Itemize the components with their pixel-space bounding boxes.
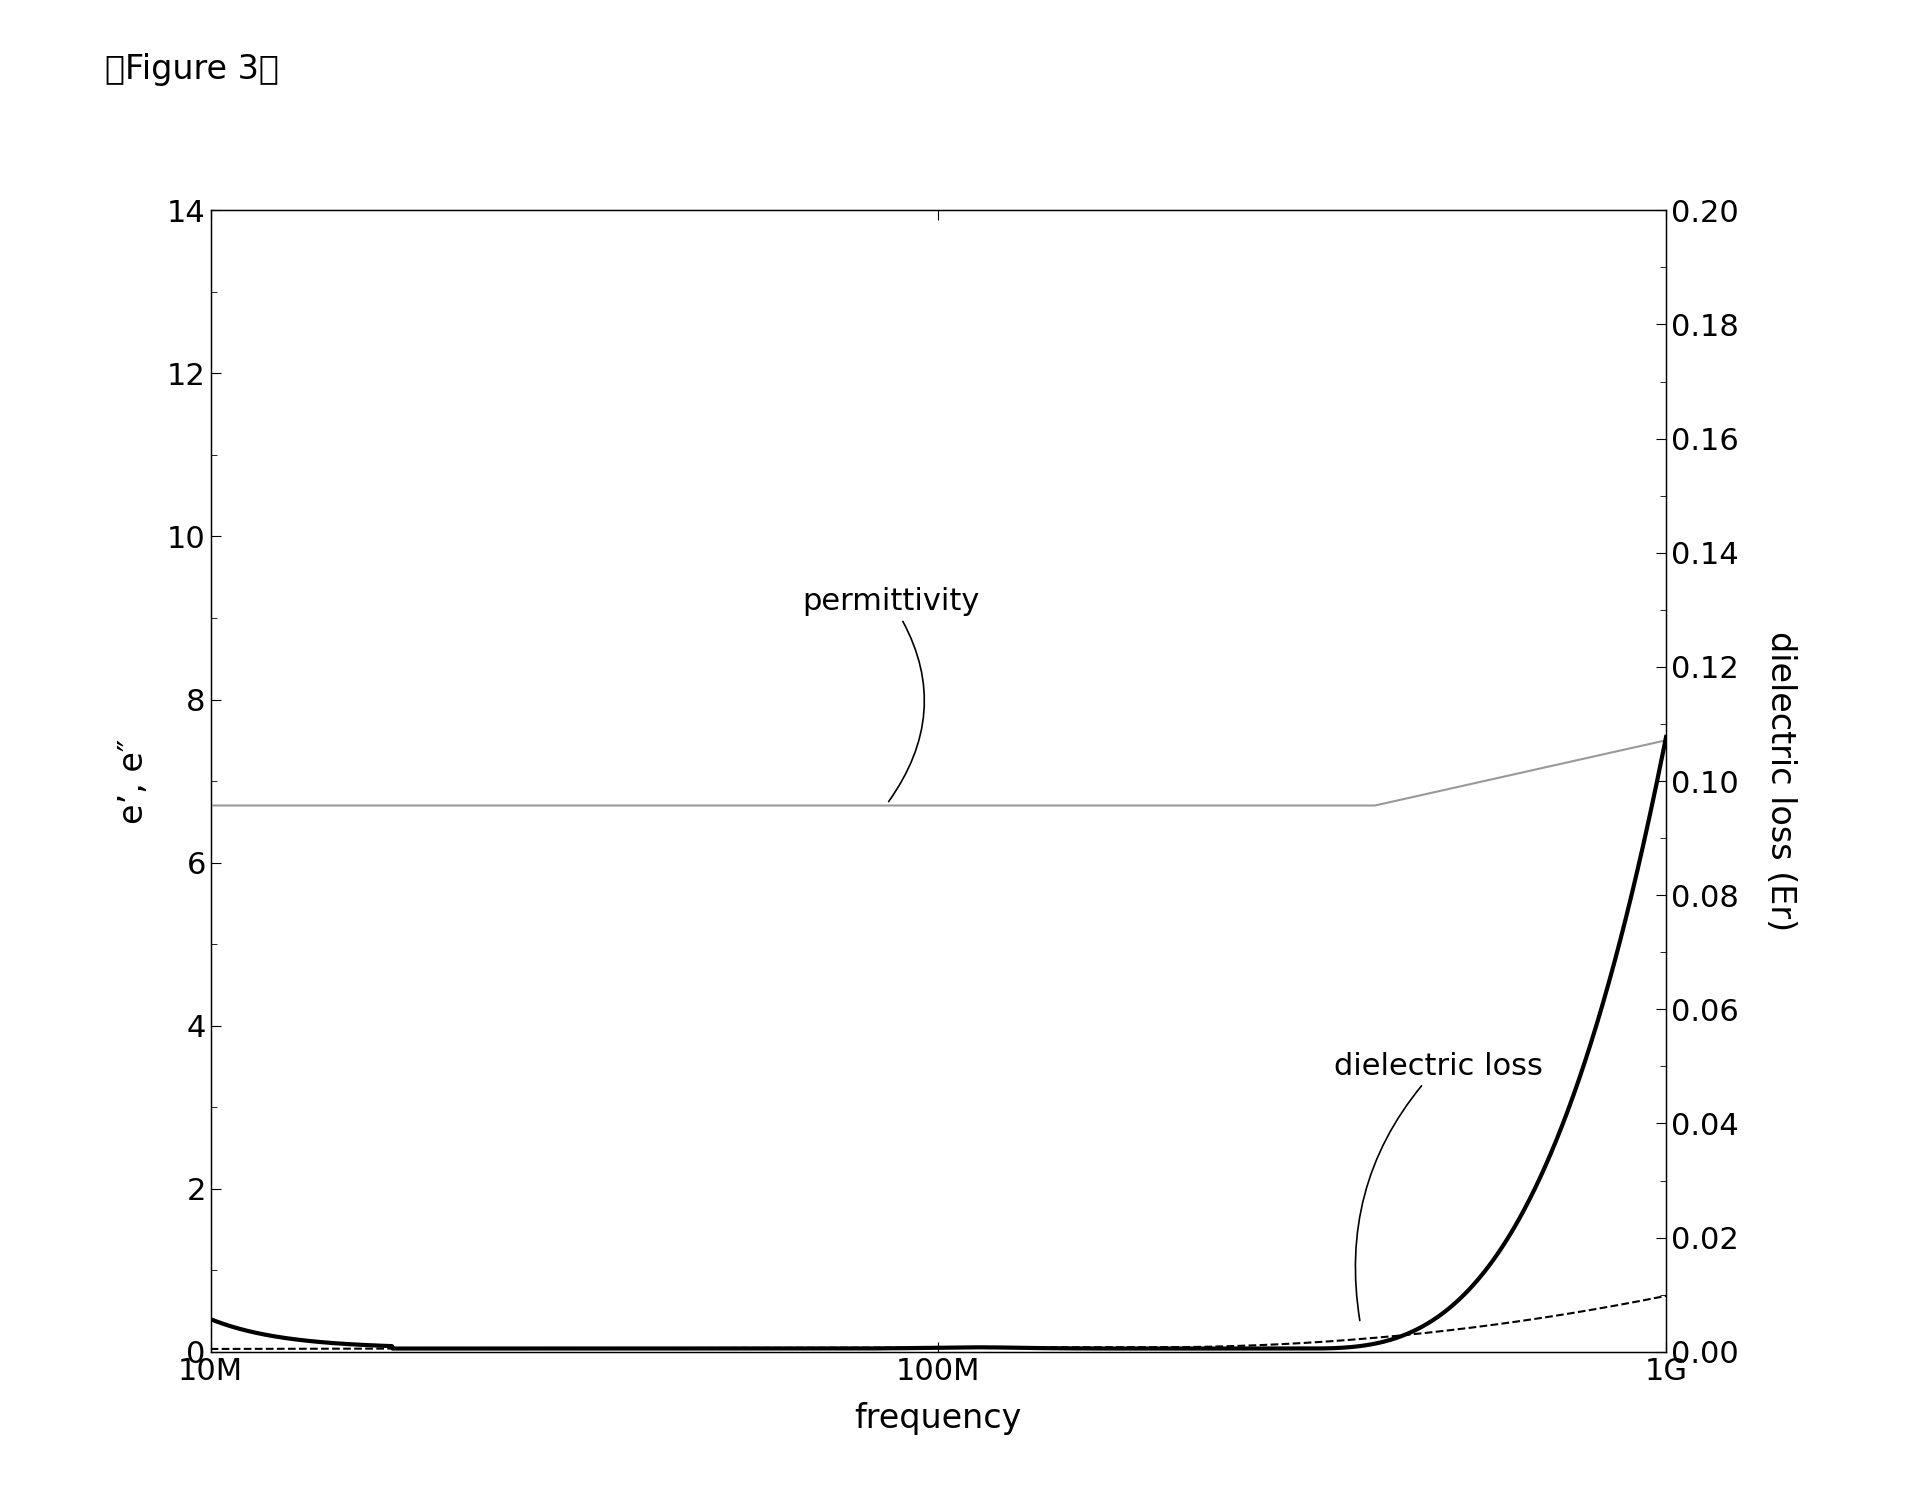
X-axis label: frequency: frequency [854, 1403, 1022, 1436]
Y-axis label: e’, e″: e’, e″ [117, 739, 151, 823]
Text: permittivity: permittivity [802, 587, 980, 802]
Text: dielectric loss: dielectric loss [1334, 1051, 1543, 1320]
Text: 【Figure 3】: 【Figure 3】 [105, 53, 279, 86]
Y-axis label: dielectric loss (Er): dielectric loss (Er) [1763, 631, 1795, 931]
